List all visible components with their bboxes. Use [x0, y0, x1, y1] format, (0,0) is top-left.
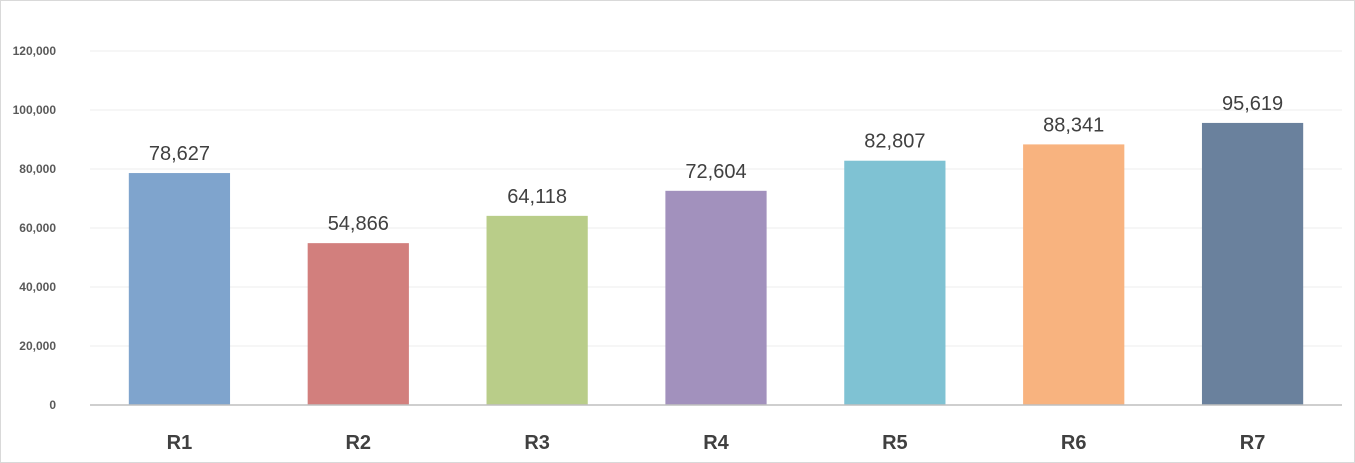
- x-tick-label: R1: [167, 432, 193, 454]
- bar-r6: [1023, 144, 1125, 405]
- data-label: 78,627: [149, 143, 210, 165]
- y-tick-label: 120,000: [13, 44, 57, 58]
- x-tick-label: R5: [882, 432, 908, 454]
- data-labels: 78,627 54,866 64,118 72,604 82,807 88,341 95,6…: [149, 93, 1283, 235]
- bars: [128, 122, 1304, 405]
- data-label: 95,619: [1222, 93, 1283, 115]
- x-tick-label: R2: [345, 432, 371, 454]
- x-tick-label: R4: [703, 432, 729, 454]
- data-label: 72,604: [685, 161, 746, 183]
- x-tick-label: R7: [1240, 432, 1266, 454]
- y-tick-label: 100,000: [13, 103, 57, 117]
- x-tick-label: R6: [1061, 432, 1087, 454]
- bar-r4: [665, 190, 767, 405]
- gridlines: [90, 50, 1342, 347]
- y-axis-ticks: 0 20,000 40,000 60,000 80,000 100,000 120,000: [13, 44, 57, 412]
- y-tick-label: 0: [49, 398, 56, 412]
- y-tick-label: 80,000: [19, 162, 56, 176]
- bar-r3: [486, 215, 588, 405]
- y-tick-label: 20,000: [19, 339, 56, 353]
- data-label: 88,341: [1043, 114, 1104, 136]
- bar-r1: [128, 173, 231, 405]
- x-tick-label: R3: [524, 432, 550, 454]
- y-tick-label: 60,000: [19, 221, 56, 235]
- y-tick-label: 40,000: [19, 280, 56, 294]
- bar-r7: [1201, 122, 1304, 405]
- x-axis-ticks: R1 R2 R3 R4 R5 R6 R7: [167, 432, 1266, 454]
- data-label: 82,807: [864, 131, 925, 153]
- data-label: 54,866: [328, 213, 389, 235]
- bar-r5: [844, 160, 946, 405]
- data-label: 64,118: [507, 186, 567, 208]
- bar-r2: [307, 243, 409, 405]
